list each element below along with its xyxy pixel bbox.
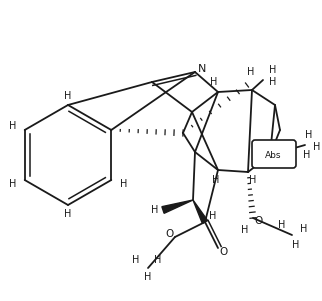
Text: H: H bbox=[210, 77, 218, 87]
Text: H: H bbox=[303, 150, 311, 160]
Text: H: H bbox=[278, 220, 286, 230]
Text: Abs: Abs bbox=[265, 150, 281, 160]
Text: N: N bbox=[198, 64, 206, 74]
Text: H: H bbox=[269, 77, 277, 87]
Polygon shape bbox=[162, 200, 193, 213]
Text: H: H bbox=[119, 179, 127, 189]
Text: H: H bbox=[241, 225, 249, 235]
FancyBboxPatch shape bbox=[252, 140, 296, 168]
Text: H: H bbox=[300, 224, 308, 234]
Text: O: O bbox=[220, 247, 228, 257]
Text: H: H bbox=[247, 67, 255, 77]
Text: H: H bbox=[249, 175, 257, 185]
Text: H: H bbox=[151, 205, 159, 215]
Text: H: H bbox=[132, 255, 140, 265]
Text: H: H bbox=[269, 65, 277, 75]
Text: O: O bbox=[166, 229, 174, 239]
Text: H: H bbox=[64, 209, 72, 219]
Text: H: H bbox=[64, 91, 72, 101]
Polygon shape bbox=[193, 200, 208, 223]
Text: H: H bbox=[154, 255, 162, 265]
Text: H: H bbox=[292, 240, 300, 250]
Text: H: H bbox=[212, 175, 220, 185]
Text: H: H bbox=[313, 142, 321, 152]
Text: H: H bbox=[305, 130, 313, 140]
Text: H: H bbox=[9, 121, 16, 131]
Text: H: H bbox=[144, 272, 152, 282]
Text: O: O bbox=[255, 216, 263, 226]
Text: H: H bbox=[209, 211, 217, 221]
Text: H: H bbox=[9, 179, 16, 189]
